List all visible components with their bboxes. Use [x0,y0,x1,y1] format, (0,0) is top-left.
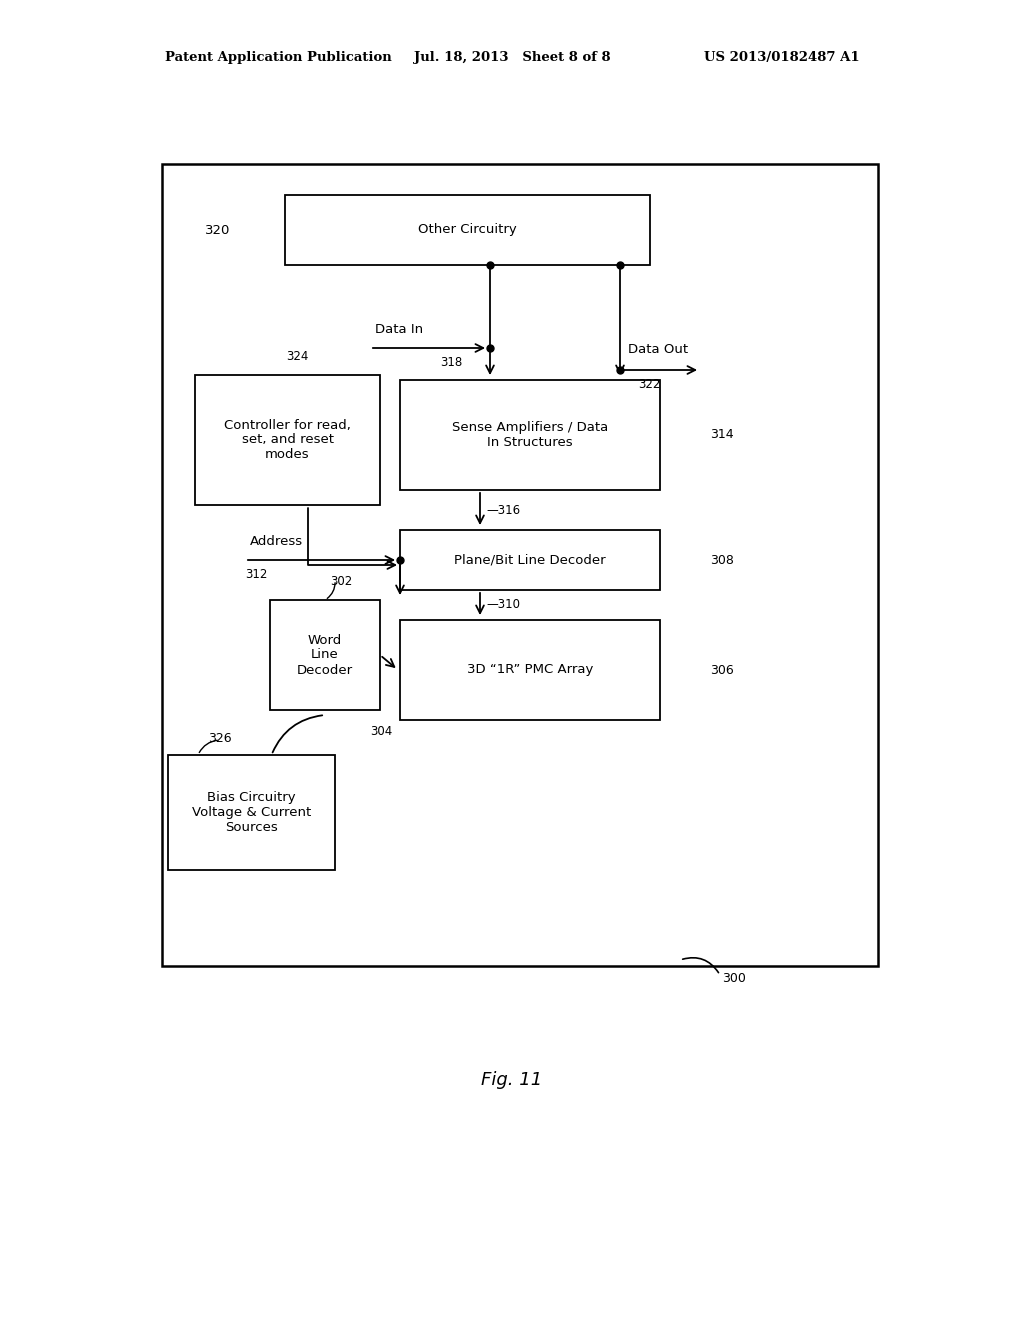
Text: 312: 312 [245,568,267,581]
Bar [162,164,878,966]
Text: 308: 308 [710,553,734,566]
Text: 3D “1R” PMC Array: 3D “1R” PMC Array [467,664,593,676]
Text: 314: 314 [710,429,733,441]
Text: Fig. 11: Fig. 11 [481,1071,543,1089]
Text: Word
Line
Decoder: Word Line Decoder [297,634,353,676]
Text: US 2013/0182487 A1: US 2013/0182487 A1 [705,51,860,65]
Text: —310: —310 [486,598,520,611]
Bar [270,601,380,710]
Bar [400,620,660,719]
Bar [285,195,650,265]
Text: —316: —316 [486,503,520,516]
Text: Address: Address [250,535,303,548]
Text: Controller for read,
set, and reset
modes: Controller for read, set, and reset mode… [224,418,351,462]
Text: 302: 302 [330,576,352,587]
Text: Plane/Bit Line Decoder: Plane/Bit Line Decoder [455,553,606,566]
Text: Other Circuitry: Other Circuitry [418,223,517,236]
Text: 304: 304 [370,725,392,738]
Text: Data In: Data In [375,323,423,337]
Text: 324: 324 [286,350,308,363]
Text: 306: 306 [710,664,734,676]
Text: 300: 300 [722,972,745,985]
Text: Bias Circuitry
Voltage & Current
Sources: Bias Circuitry Voltage & Current Sources [191,791,311,834]
Text: Data Out: Data Out [628,343,688,356]
Bar [168,755,335,870]
Text: 322: 322 [638,378,660,391]
Bar [400,531,660,590]
Text: 320: 320 [205,223,230,236]
Text: 326: 326 [208,733,231,744]
Bar [195,375,380,506]
Text: Sense Amplifiers / Data
In Structures: Sense Amplifiers / Data In Structures [452,421,608,449]
Text: 318: 318 [440,356,462,370]
Text: Patent Application Publication: Patent Application Publication [165,51,392,65]
Text: Jul. 18, 2013   Sheet 8 of 8: Jul. 18, 2013 Sheet 8 of 8 [414,51,610,65]
Bar [400,380,660,490]
